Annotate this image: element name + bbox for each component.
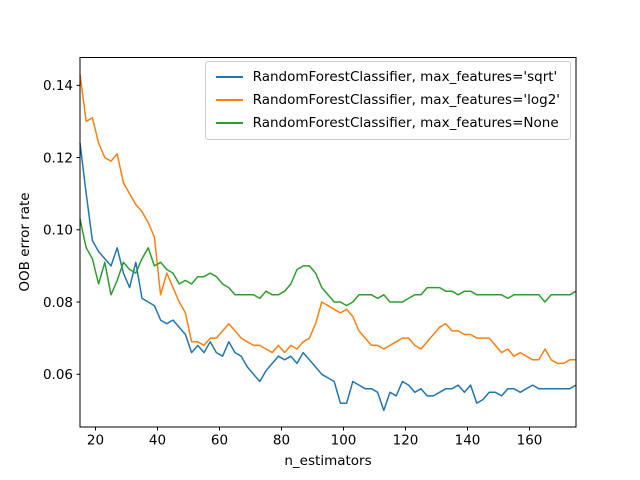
- series-line-0: [79, 143, 577, 412]
- x-tick-label: 80: [273, 433, 290, 449]
- y-axis-label: OOB error rate: [17, 192, 33, 292]
- legend-label-none: RandomForestClassifier, max_features=Non…: [252, 114, 559, 131]
- legend-line-sample-none: [215, 122, 243, 125]
- x-tick-label: 20: [87, 433, 104, 449]
- legend-label-log2: RandomForestClassifier, max_features='lo…: [252, 91, 560, 108]
- y-tick-label: 0.12: [43, 150, 73, 166]
- legend: RandomForestClassifier, max_features='sq…: [204, 61, 571, 140]
- legend-item-sqrt: RandomForestClassifier, max_features='sq…: [215, 69, 560, 86]
- x-tick-label: 160: [517, 433, 543, 449]
- legend-line-sample-sqrt: [215, 76, 243, 79]
- series-line-1: [79, 74, 576, 365]
- x-axis-label: n_estimators: [284, 453, 372, 469]
- x-tick-label: 40: [149, 433, 166, 449]
- y-tick-label: 0.08: [43, 295, 73, 311]
- y-tick-label: 0.10: [43, 223, 73, 239]
- axes-frame: [79, 57, 577, 428]
- x-tick-label: 100: [331, 433, 357, 449]
- series-line-2: [79, 218, 577, 307]
- x-tick-label: 60: [211, 433, 228, 449]
- x-tick-label: 140: [455, 433, 481, 449]
- legend-label-sqrt: RandomForestClassifier, max_features='sq…: [252, 69, 558, 85]
- x-tick-label: 120: [393, 433, 419, 449]
- legend-item-log2: RandomForestClassifier, max_features='lo…: [215, 91, 560, 109]
- legend-item-none: RandomForestClassifier, max_features=Non…: [215, 114, 560, 132]
- legend-line-sample-log2: [215, 99, 243, 102]
- y-tick-label: 0.14: [43, 78, 73, 94]
- y-tick-label: 0.06: [43, 367, 73, 383]
